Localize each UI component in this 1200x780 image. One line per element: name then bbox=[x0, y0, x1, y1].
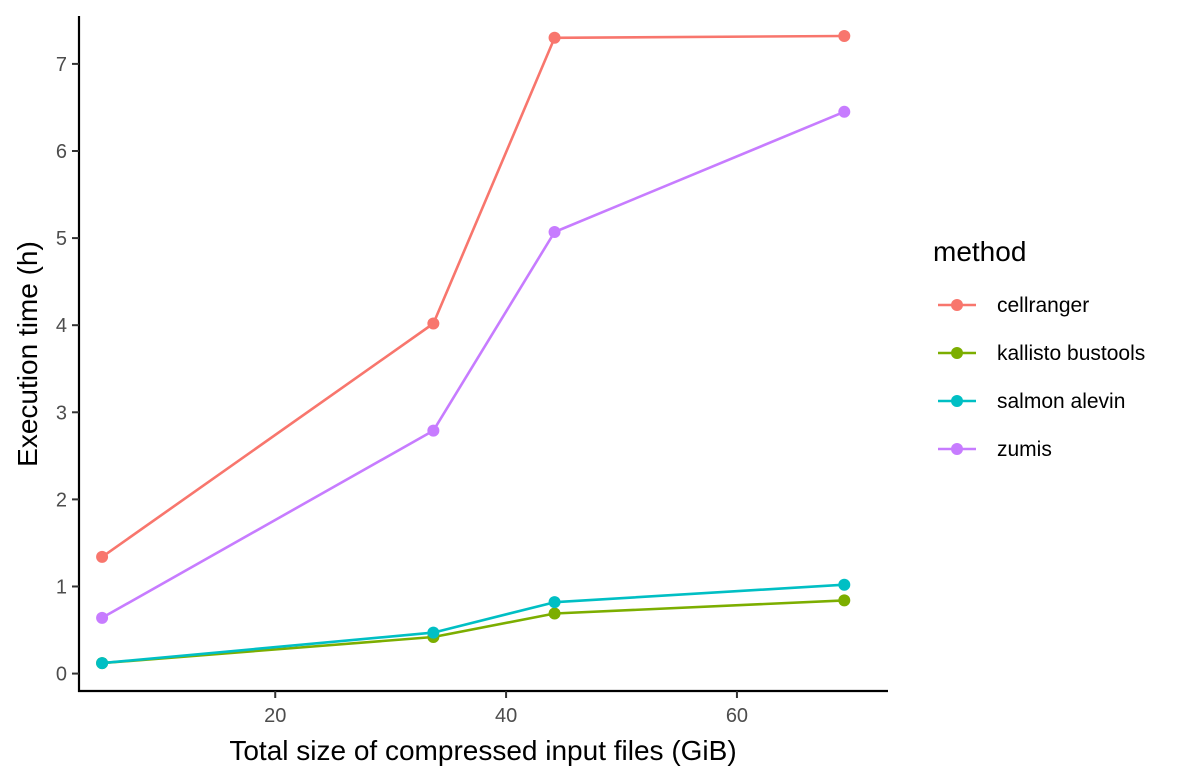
series-salmon-alevin bbox=[96, 578, 851, 670]
data-point-zumis bbox=[427, 424, 440, 437]
axes bbox=[77, 16, 888, 693]
legend-key-point bbox=[951, 299, 963, 311]
legend-label: cellranger bbox=[997, 294, 1089, 317]
series-line-kallisto-bustools bbox=[101, 599, 845, 665]
y-tick-label: 5 bbox=[56, 228, 67, 250]
y-tick-label: 1 bbox=[56, 576, 67, 598]
legend-key-point bbox=[951, 443, 963, 455]
y-tick-label: 4 bbox=[56, 315, 67, 337]
legend-label: salmon alevin bbox=[997, 390, 1125, 413]
legend: method cellranger kallisto bustools salmon… bbox=[933, 236, 1145, 461]
data-point-cellranger bbox=[838, 30, 851, 43]
plot-area bbox=[96, 30, 851, 670]
y-tick-label: 6 bbox=[56, 141, 67, 163]
legend-label: zumis bbox=[997, 438, 1052, 461]
series-line-salmon-alevin bbox=[101, 583, 845, 665]
data-point-kallisto-bustools bbox=[548, 607, 561, 620]
legend-title: method bbox=[933, 236, 1026, 267]
data-point-salmon-alevin bbox=[96, 657, 109, 670]
data-point-salmon-alevin bbox=[838, 578, 851, 591]
data-point-salmon-alevin bbox=[427, 626, 440, 639]
y-tick-label: 0 bbox=[56, 664, 67, 686]
data-point-cellranger bbox=[96, 550, 109, 563]
legend-item-kallisto-bustools: kallisto bustools bbox=[938, 342, 1145, 365]
series-zumis bbox=[96, 105, 851, 624]
series-cellranger bbox=[96, 30, 851, 563]
x-axis-title: Total size of compressed input files (Gi… bbox=[229, 735, 736, 766]
data-point-zumis bbox=[838, 105, 851, 118]
x-tick-label: 40 bbox=[495, 705, 517, 727]
data-point-kallisto-bustools bbox=[838, 594, 851, 607]
data-point-salmon-alevin bbox=[548, 596, 561, 609]
legend-key-point bbox=[951, 347, 963, 359]
y-tick-label: 3 bbox=[56, 402, 67, 424]
legend-key-point bbox=[951, 395, 963, 407]
series-line-zumis bbox=[101, 110, 845, 619]
y-axis-title: Execution time (h) bbox=[12, 241, 43, 467]
series-line-cellranger bbox=[101, 34, 845, 558]
legend-label: kallisto bustools bbox=[997, 342, 1145, 365]
y-tick-label: 7 bbox=[56, 54, 67, 76]
data-point-zumis bbox=[548, 226, 561, 238]
series-kallisto-bustools bbox=[96, 594, 851, 670]
y-tick-label: 2 bbox=[56, 489, 67, 511]
legend-item-cellranger: cellranger bbox=[938, 294, 1089, 317]
data-point-zumis bbox=[96, 611, 109, 624]
data-point-cellranger bbox=[427, 317, 440, 330]
data-point-cellranger bbox=[548, 31, 561, 44]
x-tick-label: 20 bbox=[264, 705, 286, 727]
axis-ticks: 0 1 2 3 4 5 6 7 20 40 60 bbox=[56, 54, 748, 727]
legend-item-zumis: zumis bbox=[938, 438, 1052, 461]
legend-item-salmon-alevin: salmon alevin bbox=[938, 390, 1125, 413]
x-tick-label: 60 bbox=[726, 705, 748, 727]
